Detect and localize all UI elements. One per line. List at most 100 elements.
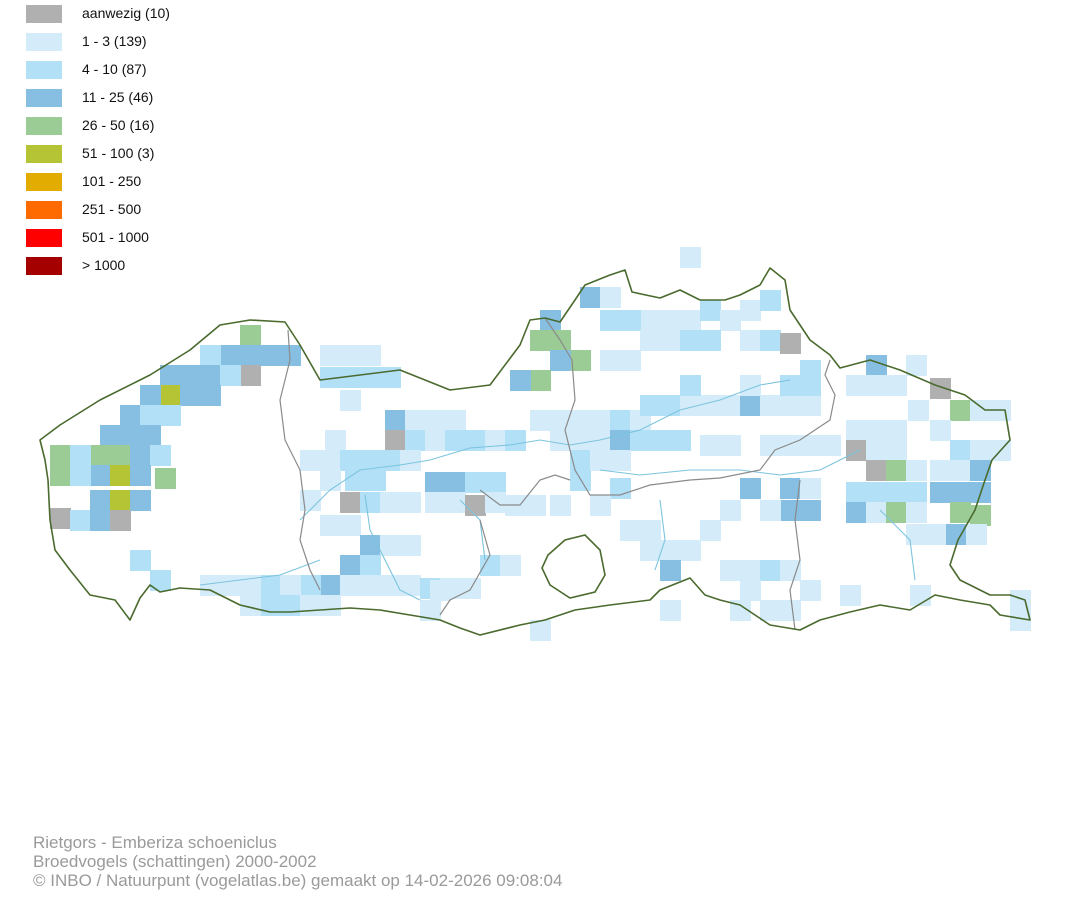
grid-cell [400,492,421,513]
grid-cell [380,450,401,471]
grid-cell [340,575,361,596]
grid-cell [160,405,181,426]
legend-swatch [26,89,62,107]
province-border [789,479,801,631]
map-caption: Rietgors - Emberiza schoeniclus Broedvog… [33,833,562,890]
grid-cell [70,510,91,531]
grid-cell [280,595,301,616]
grid-cell [866,420,887,441]
legend-label: 26 - 50 (16) [82,117,155,133]
grid-cell [700,395,721,416]
grid-cell [590,495,611,516]
grid-cell [240,595,261,616]
grid-cell [886,420,907,441]
grid-cell [90,465,111,486]
grid-cell [385,430,406,451]
grid-cell [325,430,346,451]
legend-label: 101 - 250 [82,173,142,189]
grid-cell [570,410,591,431]
grid-cell [220,365,241,386]
grid-cell [866,375,887,396]
grid-cell [886,460,907,481]
legend-swatch [26,145,62,163]
river [299,447,471,521]
grid-cell [660,395,681,416]
grid-cell [260,345,281,366]
grid-cell [400,575,421,596]
grid-cells [50,247,1031,641]
grid-cell [906,460,927,481]
grid-cell [140,385,161,406]
grid-cell [260,595,281,616]
grid-cell [360,345,381,366]
grid-cell [740,300,761,321]
grid-cell [320,470,341,491]
grid-cell [405,410,426,431]
river [199,559,321,586]
grid-cell [680,310,701,331]
legend-swatch [26,61,62,79]
grid-cell [70,465,91,486]
grid-cell [780,333,801,354]
grid-cell [340,555,361,576]
grid-cell [425,492,446,513]
flanders-border [39,267,1031,636]
legend-swatch [26,117,62,135]
grid-cell [846,440,867,461]
legend-item: 11 - 25 (46) [26,88,266,116]
grid-cell [780,375,801,396]
grid-cell [445,472,466,493]
grid-cell [906,355,927,376]
grid-cell [510,370,531,391]
grid-cell [465,472,486,493]
legend-item: 101 - 250 [26,172,266,200]
grid-cell [700,520,721,541]
grid-cell [730,600,751,621]
grid-cell [485,472,506,493]
grid-cell [360,535,381,556]
grid-cell [930,420,951,441]
grid-cell [570,430,591,451]
grid-cell [180,365,201,386]
grid-cell [240,325,261,346]
grid-cell [720,560,741,581]
grid-cell [780,478,801,499]
grid-cell [740,478,761,499]
grid-cell [970,440,991,461]
grid-cell [846,502,867,523]
legend: aanwezig (10) 1 - 3 (139) 4 - 10 (87) 11 - … [26,4,266,284]
legend-swatch [26,5,62,23]
grid-cell [720,500,741,521]
grid-cell [760,600,781,621]
grid-cell [200,345,221,366]
grid-cell [930,378,951,399]
grid-cell [360,367,381,388]
grid-cell [570,350,591,371]
grid-cell [130,465,151,486]
grid-cell [640,395,661,416]
legend-item: 26 - 50 (16) [26,116,266,144]
grid-cell [740,330,761,351]
grid-cell [906,502,927,523]
legend-swatch [26,229,62,247]
grid-cell [800,580,821,601]
grid-cell [365,470,386,491]
grid-cell [610,430,631,451]
grid-cell [405,430,426,451]
grid-cell [760,560,781,581]
grid-cell [90,490,111,511]
grid-cell [220,345,241,366]
legend-label: 4 - 10 (87) [82,61,147,77]
legend-swatch [26,201,62,219]
grid-cell [760,500,781,521]
grid-cell [760,290,781,311]
grid-cell [660,600,681,621]
grid-cell [780,395,801,416]
grid-cell [846,482,867,503]
legend-swatch [26,257,62,275]
grid-cell [200,575,221,596]
legend-swatch [26,33,62,51]
grid-cell [530,410,551,431]
grid-cell [530,620,551,641]
grid-cell [680,395,701,416]
